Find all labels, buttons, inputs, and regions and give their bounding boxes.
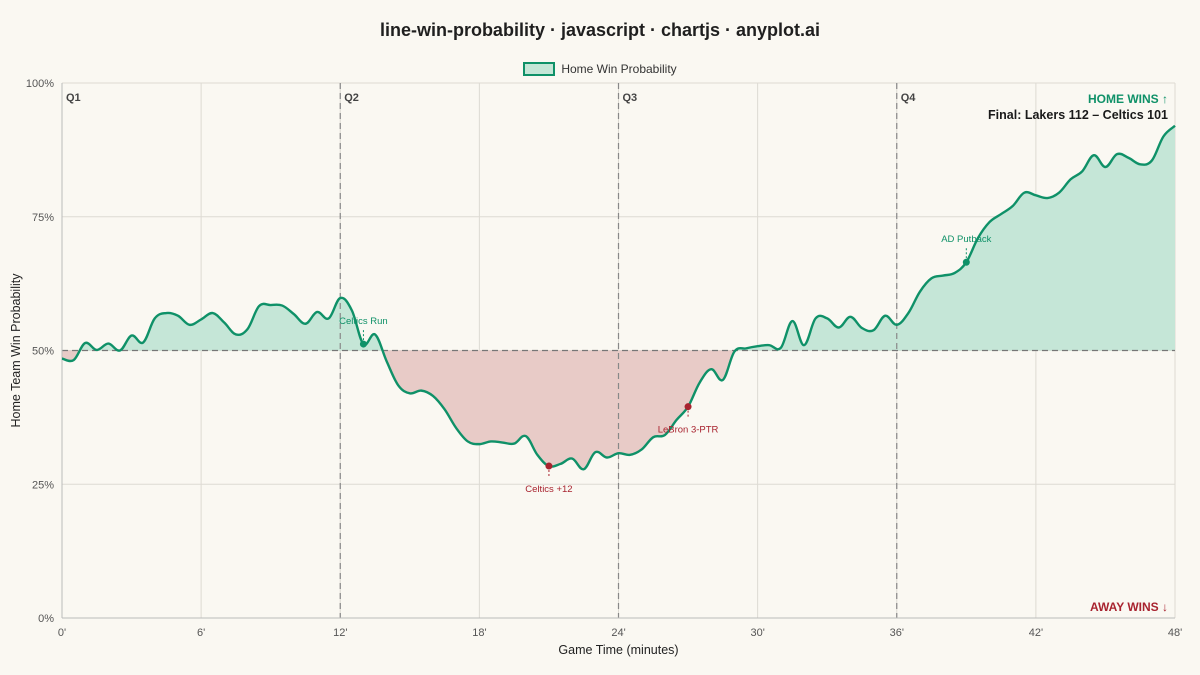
- x-tick-label: 12': [333, 627, 347, 639]
- annotation-marker: [684, 403, 692, 411]
- annotation-marker: [545, 462, 553, 470]
- y-tick-label: 0%: [38, 613, 54, 625]
- away-wins-label: AWAY WINS ↓: [1090, 600, 1168, 614]
- legend-swatch[interactable]: [523, 62, 556, 76]
- y-tick-label: 75%: [32, 212, 54, 224]
- away-fill-area: [62, 350, 1175, 470]
- legend[interactable]: Home Win Probability: [0, 62, 1200, 76]
- y-tick-label: 50%: [32, 346, 54, 358]
- chart-title: line-win-probability · javascript · char…: [379, 20, 821, 40]
- quarter-label: Q4: [901, 92, 917, 104]
- annotation-marker: [962, 258, 970, 266]
- legend-label[interactable]: Home Win Probability: [561, 62, 677, 76]
- y-tick-label: 25%: [32, 479, 54, 491]
- annotation-marker: [359, 340, 367, 348]
- x-tick-label: 48': [1168, 627, 1182, 639]
- x-axis-title: Game Time (minutes): [558, 643, 678, 657]
- x-tick-label: 42': [1029, 627, 1043, 639]
- home-wins-label: HOME WINS ↑: [1088, 92, 1168, 106]
- annotation-label: Celtics Run: [339, 316, 388, 327]
- final-score: Final: Lakers 112 – Celtics 101: [988, 108, 1168, 122]
- annotation-label: AD Putback: [941, 234, 991, 245]
- annotation-label: Celtics +12: [525, 484, 572, 495]
- series-line-home-win-probability: [61, 124, 1176, 471]
- x-tick-label: 24': [611, 627, 625, 639]
- annotation-label: LeBron 3-PTR: [658, 425, 719, 436]
- x-tick-label: 36': [890, 627, 904, 639]
- x-tick-label: 6': [197, 627, 205, 639]
- home-fill-area: [62, 125, 1175, 351]
- x-tick-label: 30': [750, 627, 764, 639]
- quarter-label: Q1: [66, 92, 81, 104]
- x-tick-label: 18': [472, 627, 486, 639]
- x-tick-label: 0': [58, 627, 66, 639]
- quarter-label: Q3: [623, 92, 638, 104]
- quarter-label: Q2: [344, 92, 359, 104]
- y-tick-label: 100%: [26, 78, 54, 90]
- y-axis-title: Home Team Win Probability: [9, 273, 23, 428]
